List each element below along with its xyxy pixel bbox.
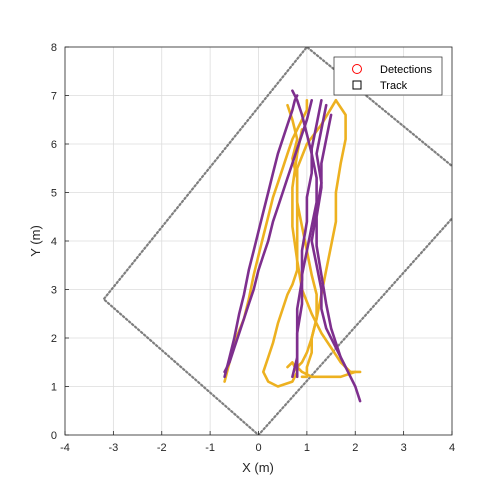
legend-track-marker xyxy=(352,80,362,90)
detection-path-1 xyxy=(286,103,318,379)
x-tick-label: 4 xyxy=(449,442,455,454)
x-tick-label: 3 xyxy=(401,442,407,454)
y-tick-label: 5 xyxy=(51,188,57,200)
x-axis-label: X (m) xyxy=(242,460,274,475)
legend: Detections Track xyxy=(333,56,443,96)
y-tick-label: 7 xyxy=(51,91,57,103)
x-tick-label: -4 xyxy=(60,442,70,454)
detection-path-2 xyxy=(261,99,338,388)
legend-track-label: Track xyxy=(380,80,408,92)
track-path-6 xyxy=(223,99,314,374)
y-tick-label: 3 xyxy=(51,285,57,297)
y-tick-label: 8 xyxy=(51,42,57,54)
legend-detections-marker xyxy=(352,64,362,74)
x-tick-label: 1 xyxy=(304,442,310,454)
x-tick-label: -1 xyxy=(205,442,215,454)
track-path-10 xyxy=(315,113,347,369)
y-axis-label: Y (m) xyxy=(28,225,43,257)
y-tick-label: 0 xyxy=(51,430,57,442)
track-path-5 xyxy=(223,94,299,379)
y-tick-label: 1 xyxy=(51,382,57,394)
series-group xyxy=(223,89,362,403)
x-tick-label: -2 xyxy=(157,442,167,454)
legend-detections-label: Detections xyxy=(380,64,432,76)
x-axis-ticks: -4 -3 -2 -1 0 1 2 3 4 xyxy=(60,431,455,454)
y-tick-label: 6 xyxy=(51,139,57,151)
legend-box xyxy=(333,56,443,96)
y-tick-label: 2 xyxy=(51,333,57,345)
track-path-7 xyxy=(295,99,323,379)
detection-path-4 xyxy=(295,99,357,379)
y-tick-label: 4 xyxy=(51,236,57,248)
track-path-9 xyxy=(291,89,318,379)
x-tick-label: 2 xyxy=(352,442,358,454)
x-tick-label: 0 xyxy=(255,442,261,454)
x-tick-label: -3 xyxy=(108,442,118,454)
y-axis-ticks: 0 1 2 3 4 5 6 7 8 xyxy=(51,42,69,442)
